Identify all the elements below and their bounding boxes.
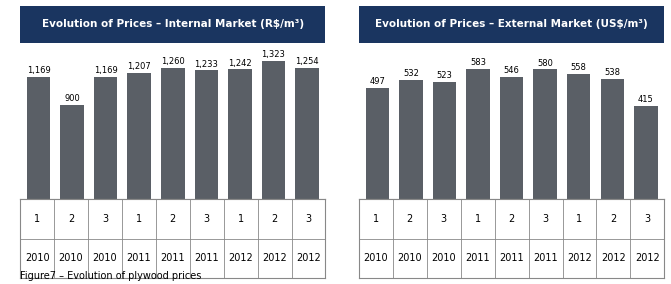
Text: 1: 1 bbox=[474, 214, 481, 224]
Text: Figure7 – Evolution of plywood prices: Figure7 – Evolution of plywood prices bbox=[20, 271, 201, 281]
Text: 1: 1 bbox=[576, 214, 582, 224]
Bar bbox=[60, 105, 84, 199]
Text: 2: 2 bbox=[68, 214, 74, 224]
Text: 2012: 2012 bbox=[635, 253, 660, 264]
Text: 2011: 2011 bbox=[195, 253, 219, 264]
Text: 2012: 2012 bbox=[296, 253, 321, 264]
Text: 1: 1 bbox=[34, 214, 40, 224]
Bar bbox=[433, 82, 456, 199]
Bar bbox=[161, 68, 185, 199]
Text: 900: 900 bbox=[64, 94, 80, 103]
Text: 2: 2 bbox=[611, 214, 617, 224]
Text: 2011: 2011 bbox=[160, 253, 185, 264]
Bar bbox=[295, 68, 319, 199]
Text: 546: 546 bbox=[504, 66, 519, 75]
Text: 1,207: 1,207 bbox=[127, 62, 151, 71]
Text: 2012: 2012 bbox=[601, 253, 626, 264]
Text: Evolution of Prices – External Market (US$/m³): Evolution of Prices – External Market (U… bbox=[375, 19, 648, 29]
Bar bbox=[466, 69, 490, 199]
Text: 558: 558 bbox=[571, 63, 586, 72]
Bar bbox=[601, 79, 624, 199]
Text: 583: 583 bbox=[470, 58, 486, 67]
Bar bbox=[228, 70, 252, 199]
Text: 3: 3 bbox=[441, 214, 447, 224]
Text: 2010: 2010 bbox=[397, 253, 422, 264]
Text: 2: 2 bbox=[272, 214, 278, 224]
Text: 2: 2 bbox=[407, 214, 413, 224]
Text: 497: 497 bbox=[370, 77, 385, 86]
Text: 1,260: 1,260 bbox=[161, 57, 185, 66]
Text: 2010: 2010 bbox=[364, 253, 389, 264]
Text: 2012: 2012 bbox=[228, 253, 253, 264]
Text: 3: 3 bbox=[305, 214, 311, 224]
Text: 2011: 2011 bbox=[533, 253, 558, 264]
Text: 1,254: 1,254 bbox=[295, 57, 319, 66]
Text: 415: 415 bbox=[638, 95, 654, 104]
Text: 3: 3 bbox=[102, 214, 108, 224]
Bar bbox=[27, 77, 50, 199]
Text: 523: 523 bbox=[437, 71, 452, 80]
Text: 2: 2 bbox=[170, 214, 176, 224]
Bar bbox=[399, 80, 423, 199]
Bar bbox=[567, 74, 590, 199]
Text: 532: 532 bbox=[403, 69, 419, 78]
Text: 2011: 2011 bbox=[499, 253, 524, 264]
Bar bbox=[500, 77, 523, 199]
Text: Evolution of Prices – Internal Market (R$/m³): Evolution of Prices – Internal Market (R… bbox=[42, 19, 304, 29]
Text: 2011: 2011 bbox=[466, 253, 490, 264]
Text: 1,242: 1,242 bbox=[228, 59, 252, 68]
Text: 1: 1 bbox=[136, 214, 142, 224]
Bar bbox=[262, 61, 285, 199]
Text: 1: 1 bbox=[238, 214, 244, 224]
Text: 2010: 2010 bbox=[431, 253, 456, 264]
Text: 2010: 2010 bbox=[25, 253, 50, 264]
Bar bbox=[195, 70, 218, 199]
Bar bbox=[94, 77, 117, 199]
Text: 580: 580 bbox=[537, 59, 553, 68]
Bar bbox=[533, 69, 557, 199]
Text: 2011: 2011 bbox=[127, 253, 151, 264]
Text: 2010: 2010 bbox=[58, 253, 83, 264]
Text: 2010: 2010 bbox=[93, 253, 117, 264]
Text: 1,169: 1,169 bbox=[27, 66, 50, 75]
Text: 2: 2 bbox=[509, 214, 515, 224]
Text: 3: 3 bbox=[542, 214, 549, 224]
Text: 2012: 2012 bbox=[567, 253, 592, 264]
Text: 3: 3 bbox=[203, 214, 210, 224]
Bar bbox=[634, 106, 658, 199]
Text: 1,323: 1,323 bbox=[262, 50, 285, 59]
Bar bbox=[127, 73, 151, 199]
Text: 538: 538 bbox=[605, 68, 620, 77]
Text: 3: 3 bbox=[644, 214, 650, 224]
Text: 1,169: 1,169 bbox=[94, 66, 117, 75]
Text: 1,233: 1,233 bbox=[195, 60, 218, 68]
Text: 2012: 2012 bbox=[262, 253, 287, 264]
Text: 1: 1 bbox=[373, 214, 379, 224]
Bar bbox=[366, 88, 389, 199]
